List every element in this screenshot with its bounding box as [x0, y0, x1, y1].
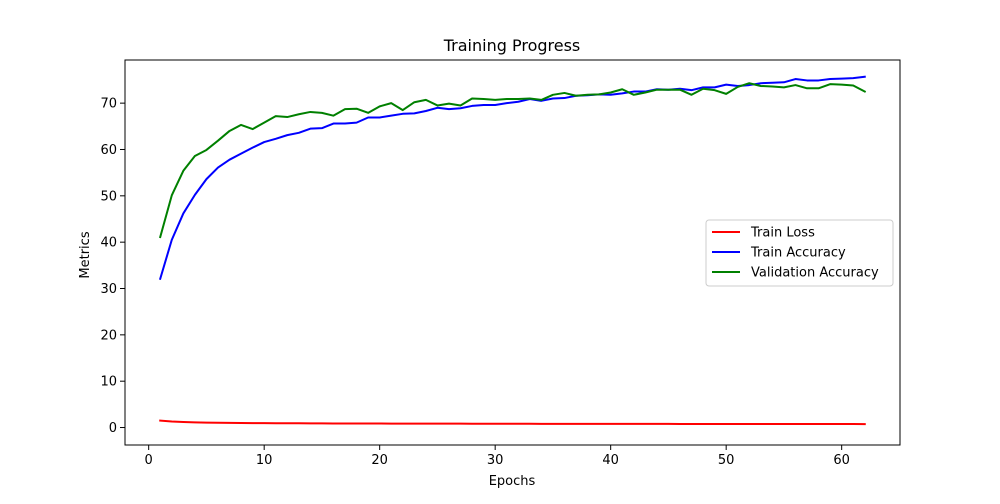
axes-frame [124, 59, 901, 446]
legend: Train Loss Train Accuracy Validation Accur… [705, 219, 894, 287]
x-tick-label: 10 [256, 453, 273, 468]
series-line-train-accuracy [158, 75, 866, 281]
y-tick-label: 50 [100, 189, 117, 204]
legend-box [705, 219, 894, 287]
x-tick-label: 40 [602, 453, 619, 468]
y-tick-label: 10 [100, 375, 117, 390]
legend-label-validation-accuracy: Validation Accuracy [751, 266, 879, 281]
x-tick-label: 60 [833, 453, 850, 468]
chart-title: Training Progress [443, 36, 581, 55]
y-tick-label: 60 [100, 143, 117, 158]
legend-label-train-accuracy: Train Accuracy [750, 246, 846, 261]
x-tick-label: 0 [145, 453, 153, 468]
series-line-train-loss [159, 419, 866, 426]
y-tick-label: 40 [100, 236, 117, 251]
legend-label-train-loss: Train Loss [750, 226, 815, 241]
y-axis-label: Metrics [78, 231, 93, 278]
y-tick-label: 30 [100, 282, 117, 297]
y-tick-label: 70 [100, 97, 117, 112]
series-line-validation-accuracy [158, 82, 867, 239]
y-tick-label: 0 [109, 421, 117, 436]
plot-area: 0 10 20 30 40 50 60 0 10 20 30 40 50 60 70 [100, 59, 901, 468]
x-tick-label: 50 [718, 453, 735, 468]
y-tick-label: 20 [100, 328, 117, 343]
x-tick-label: 20 [371, 453, 388, 468]
x-tick-label: 30 [487, 453, 504, 468]
x-axis-label: Epochs [489, 474, 536, 489]
